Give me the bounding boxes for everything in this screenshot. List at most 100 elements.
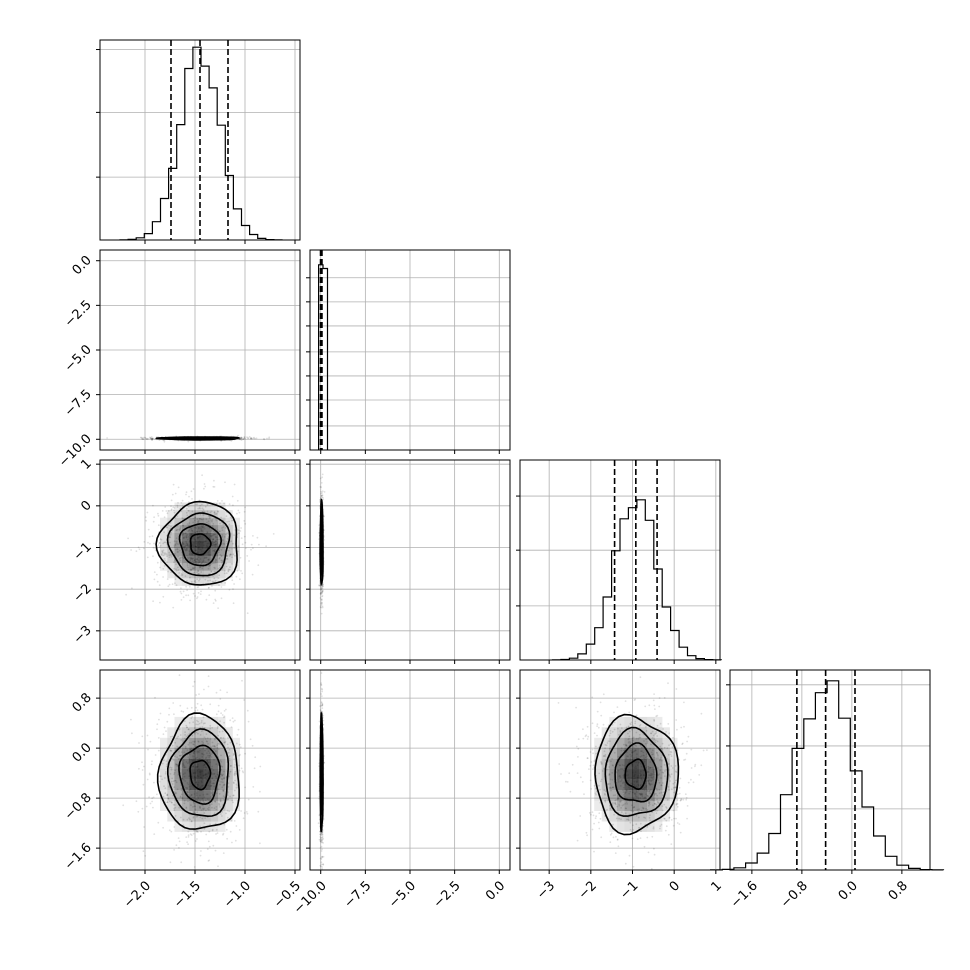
sample-point (187, 556, 190, 559)
sample-point (259, 842, 261, 845)
sample-point (162, 733, 165, 736)
sample-point (154, 754, 157, 756)
sample-point (230, 440, 233, 442)
sample-point (212, 485, 215, 488)
sample-point (221, 560, 224, 563)
sample-point (205, 733, 208, 735)
sample-point (242, 438, 245, 440)
density-cell (196, 737, 204, 749)
panel-frame (309, 459, 511, 661)
sample-point (180, 739, 183, 741)
sample-point (225, 557, 228, 560)
sample-point (178, 528, 181, 531)
sample-point (190, 804, 192, 806)
sample-point (217, 511, 219, 513)
sample-point (224, 582, 227, 584)
density-cell (160, 548, 168, 556)
sample-point (164, 777, 166, 779)
sample-point (220, 754, 222, 757)
density-cell (232, 517, 240, 526)
density-cell (174, 502, 182, 511)
density-cell (181, 737, 190, 749)
density-cell (218, 548, 226, 556)
sample-point (320, 702, 323, 704)
sample-point (143, 826, 146, 828)
sample-point (320, 588, 323, 591)
sample-point (199, 806, 201, 809)
sample-point (257, 564, 260, 567)
sample-point (197, 519, 200, 522)
sample-point (168, 551, 171, 554)
sample-point (234, 719, 236, 722)
sample-point (235, 575, 238, 578)
sample-point (241, 543, 244, 546)
sample-point (240, 436, 243, 439)
sample-point (170, 525, 172, 528)
density-cell (174, 540, 182, 548)
sample-point (168, 524, 170, 527)
sample-point (151, 437, 154, 440)
sample-point (186, 726, 188, 729)
density-cell (203, 779, 211, 791)
sample-point (199, 517, 202, 520)
density-cell (196, 779, 204, 791)
sample-point (226, 798, 229, 801)
scatter-panel-1-0 (96, 249, 301, 454)
sample-point (158, 542, 161, 544)
sample-point (221, 535, 224, 538)
sample-point (179, 527, 182, 530)
sample-point (223, 536, 226, 538)
sample-point (221, 539, 224, 542)
sample-point (211, 520, 213, 523)
sample-point (147, 748, 149, 751)
sample-point (220, 765, 223, 767)
sample-point (191, 715, 194, 718)
sample-point (319, 847, 322, 849)
sample-point (188, 742, 191, 744)
sample-point (253, 436, 256, 439)
sample-point (122, 804, 125, 807)
sample-point (234, 772, 236, 775)
sample-point (320, 602, 322, 605)
sample-point (161, 550, 164, 553)
sample-point (163, 726, 166, 729)
sample-point (192, 832, 195, 835)
sample-point (176, 551, 179, 553)
sample-point (175, 563, 177, 566)
sample-point (232, 504, 234, 507)
density-cell (167, 800, 175, 811)
sample-point (210, 519, 213, 522)
sample-point (229, 553, 231, 556)
sample-point (242, 771, 245, 774)
sample-point (321, 585, 324, 588)
sample-point (319, 588, 322, 590)
sample-point (248, 560, 251, 562)
sample-point (224, 527, 227, 529)
sample-point (207, 523, 210, 526)
sample-point (174, 517, 177, 519)
sample-point (248, 435, 251, 438)
sample-point (214, 567, 216, 570)
sample-point (171, 493, 174, 496)
sample-point (166, 763, 169, 766)
sample-point (153, 542, 155, 545)
density-cell (203, 555, 211, 564)
density-cell (174, 532, 182, 541)
sample-point (208, 845, 211, 848)
sample-point (320, 598, 323, 601)
sample-point (162, 568, 165, 570)
sample-point (173, 540, 176, 542)
density-cell (218, 779, 226, 791)
sample-point (232, 794, 235, 797)
sample-point (321, 473, 324, 476)
sample-point (199, 726, 202, 729)
sample-point (141, 769, 144, 771)
sample-point (223, 570, 226, 572)
sample-point (159, 538, 162, 540)
sample-point (165, 526, 168, 529)
sample-point (208, 576, 210, 578)
sample-point (186, 841, 189, 844)
sample-point (172, 606, 175, 609)
sample-point (232, 794, 235, 797)
sample-point (238, 764, 240, 767)
